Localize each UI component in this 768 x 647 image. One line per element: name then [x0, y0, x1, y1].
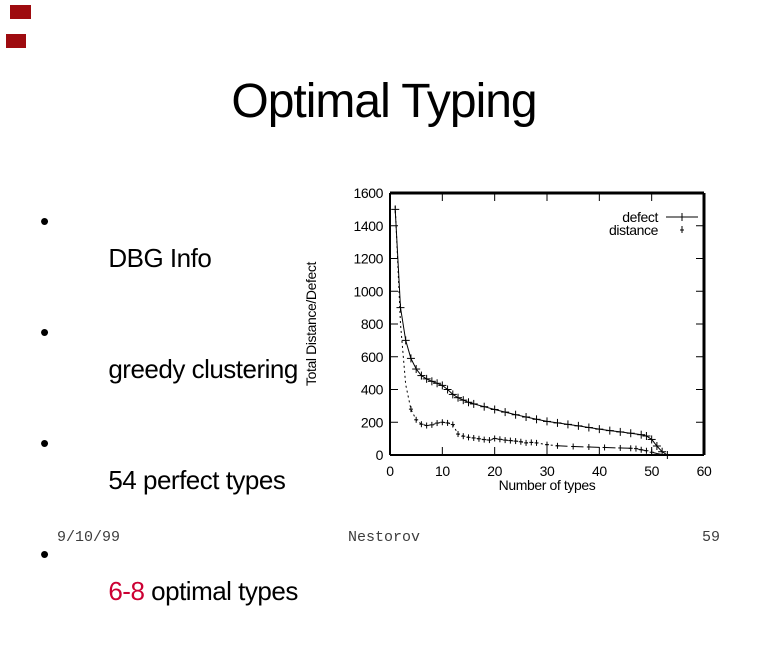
legend-label-distance: distance: [609, 222, 659, 238]
y-axis-label: Total Distance/Defect: [303, 262, 319, 386]
y-tick-label: 1000: [353, 283, 383, 299]
bullet-text: greedy clustering: [108, 354, 298, 384]
y-tick-label: 1600: [353, 185, 383, 201]
y-tick-label: 800: [361, 316, 384, 332]
bullet-item: • 6-8 optimal types: [40, 536, 298, 647]
bullet-text: optimal types: [144, 576, 298, 606]
y-tick-label: 1200: [353, 251, 383, 267]
bullet-item: • DBG Info: [40, 203, 298, 314]
types-chart: 0 200 400 600 800 1000 1200 1400 1600 0 10 20 30 40 50…: [303, 185, 712, 493]
y-tick-label: 0: [376, 447, 384, 463]
bullet-icon: •: [40, 428, 49, 458]
bullet-list: • DBG Info • greedy clustering • 54 perfect…: [40, 203, 298, 647]
footer-page-number: 59: [701, 529, 720, 546]
x-tick-label: 40: [592, 463, 607, 479]
x-tick-label: 0: [386, 463, 394, 479]
accent-mark-bottom: [6, 34, 26, 48]
footer-date: 9/10/99: [57, 529, 121, 546]
x-tick-label: 20: [487, 463, 502, 479]
x-tick-label: 60: [697, 463, 712, 479]
slide: Optimal Typing • DBG Info • greedy cluster…: [6, 5, 740, 606]
bullet-text: 54 perfect types: [108, 465, 286, 495]
x-tick-label: 50: [644, 463, 659, 479]
y-tick-label: 400: [361, 382, 384, 398]
x-axis-label: Number of types: [499, 477, 596, 493]
chart-container: 0 200 400 600 800 1000 1200 1400 1600 0 10 20 30 40 50…: [300, 180, 740, 500]
page-title: Optimal Typing: [231, 75, 537, 128]
footer-author: Nestorov: [347, 529, 420, 546]
bullet-icon: •: [40, 539, 49, 569]
y-tick-label: 1400: [353, 218, 383, 234]
bullet-icon: •: [40, 317, 49, 347]
bullet-highlight: 6-8: [108, 576, 145, 606]
legend-label-defect: defect: [622, 209, 658, 225]
x-tick-label: 30: [540, 463, 555, 479]
bullet-text: DBG Info: [108, 243, 212, 273]
bullet-icon: •: [40, 206, 49, 236]
x-tick-label: 10: [435, 463, 450, 479]
bullet-item: • 54 perfect types: [40, 425, 298, 536]
y-tick-label: 200: [361, 414, 384, 430]
bullet-item: • greedy clustering: [40, 314, 298, 425]
y-tick-label: 600: [361, 349, 384, 365]
accent-mark-top: [10, 5, 31, 19]
